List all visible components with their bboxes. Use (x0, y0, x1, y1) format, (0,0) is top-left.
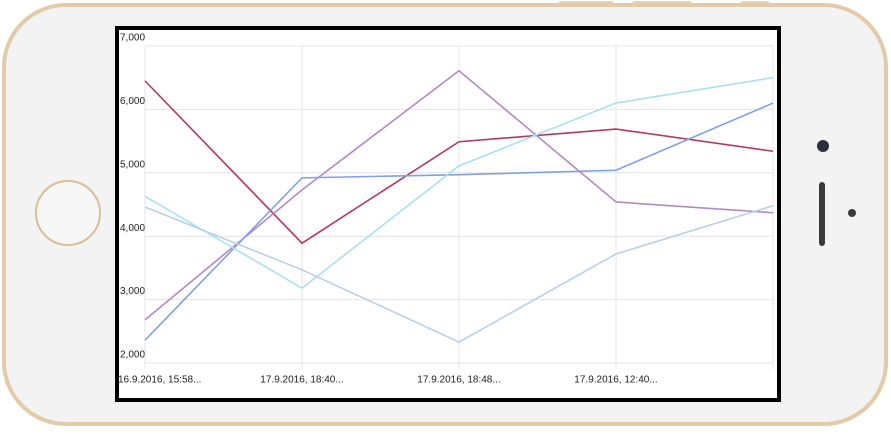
x-tick-label: 16.9.2016, 15:58... (118, 375, 201, 386)
y-tick-label: 6,000 (120, 96, 145, 107)
speaker (819, 182, 825, 246)
line-series (144, 102, 774, 341)
line-series (144, 69, 774, 321)
home-button (35, 180, 101, 246)
x-tick-label: 17.9.2016, 18:48... (417, 375, 500, 386)
y-tick-label: 3,000 (120, 286, 145, 297)
line-series (144, 80, 774, 245)
x-tick-label: 17.9.2016, 18:40... (260, 375, 343, 386)
line-series (144, 76, 774, 290)
y-tick-label: 4,000 (120, 223, 145, 234)
y-tick-label: 5,000 (120, 159, 145, 170)
sensor (848, 209, 856, 217)
line-series (144, 205, 774, 343)
screen (115, 26, 781, 402)
x-tick-label: 17.9.2016, 12:40... (574, 375, 657, 386)
y-tick-label: 7,000 (120, 33, 145, 44)
y-tick-label: 2,000 (120, 350, 145, 361)
chart: 2,000 3,000 4,000 5,000 6,000 7,000 16.9.2016,… (118, 33, 774, 386)
camera (817, 140, 829, 152)
